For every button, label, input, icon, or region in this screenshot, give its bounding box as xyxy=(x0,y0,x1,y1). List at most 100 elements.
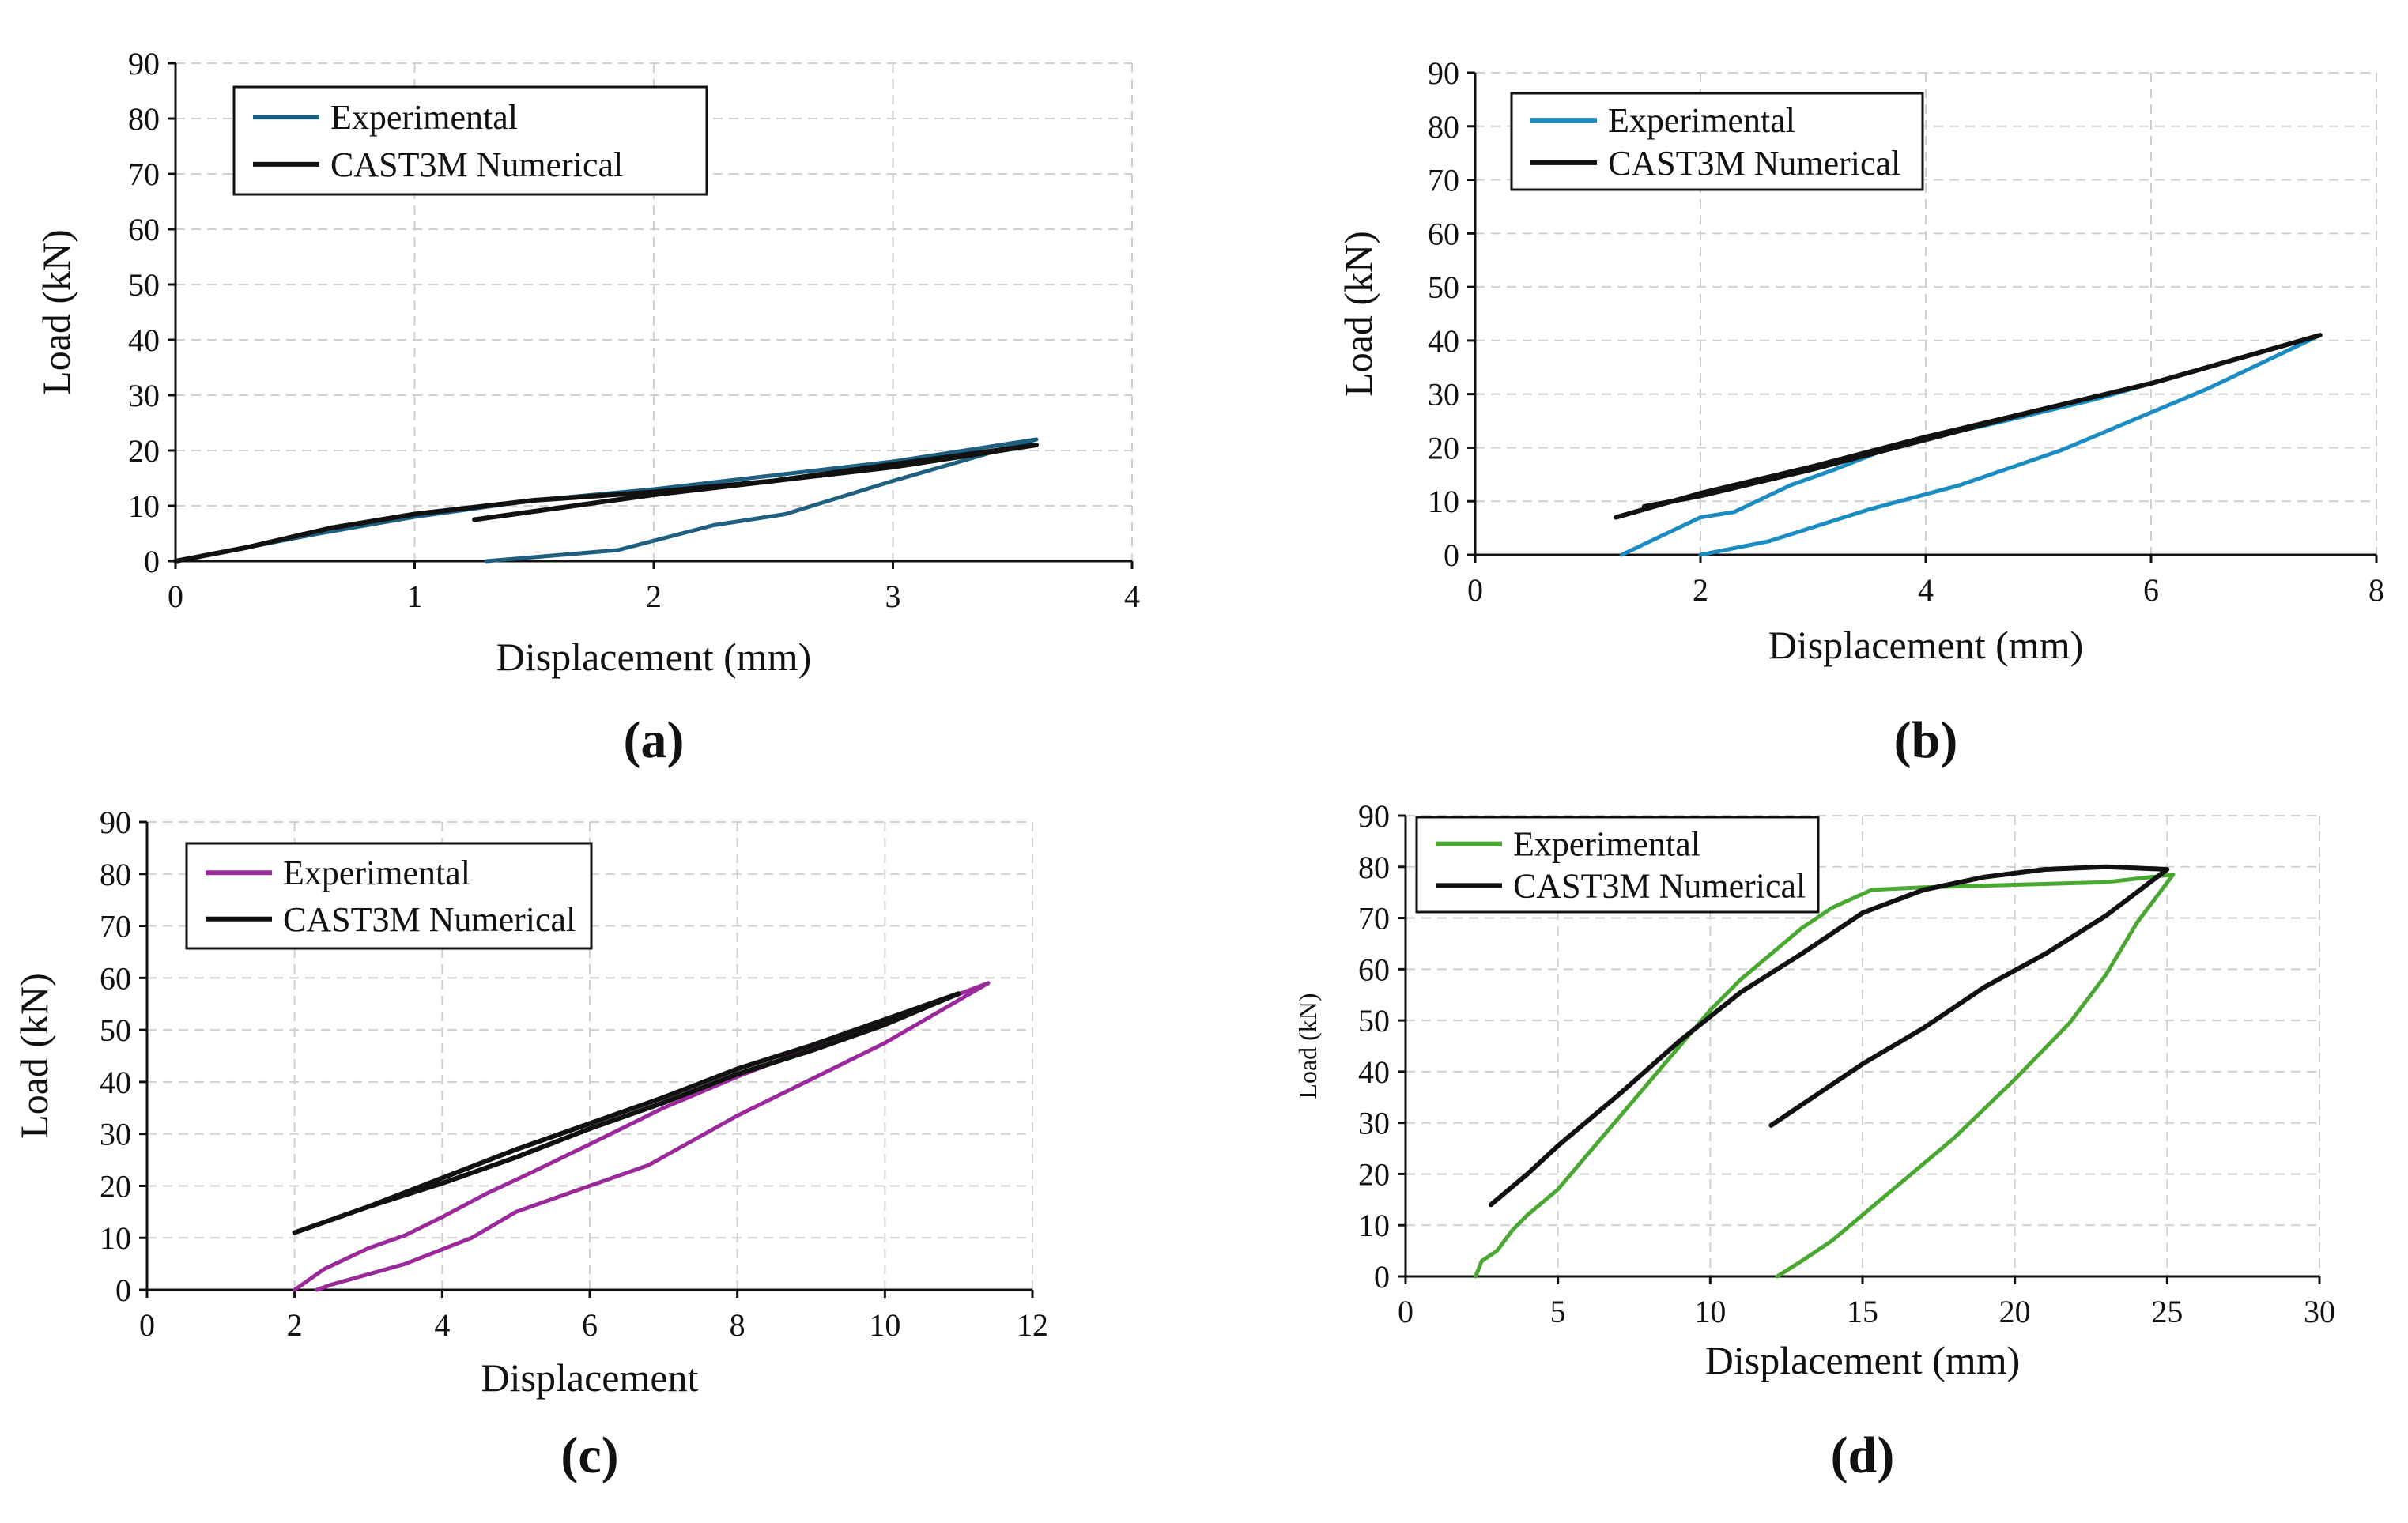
x-tick-label: 6 xyxy=(2143,572,2159,608)
series-line-numerical xyxy=(1488,864,2170,1208)
y-tick-label: 30 xyxy=(1428,377,1459,413)
y-tick-label: 20 xyxy=(128,433,160,469)
y-tick-label: 40 xyxy=(1428,323,1459,359)
x-tick-label: 30 xyxy=(2304,1294,2335,1329)
y-tick-label: 70 xyxy=(1358,901,1390,937)
x-tick-label: 10 xyxy=(1694,1294,1726,1329)
series-line-numerical xyxy=(1614,333,2323,520)
y-axis-title: Load (kN) xyxy=(1336,231,1380,397)
x-tick-label: 0 xyxy=(139,1307,155,1343)
x-tick-label: 6 xyxy=(582,1307,598,1343)
y-tick-label: 30 xyxy=(1358,1106,1390,1141)
chart-panel-b: 0 10 20 30 40 50 60 70 80 90 0 2 4 6 8 Displacement (mm… xyxy=(1336,55,2384,769)
y-tick-label: 70 xyxy=(1428,163,1459,198)
x-tick-label: 4 xyxy=(434,1307,450,1343)
legend-box xyxy=(1510,92,1924,191)
y-tick-label: 60 xyxy=(100,960,131,996)
panel-label: (d) xyxy=(1831,1427,1895,1484)
legend-label: CAST3M Numerical xyxy=(1608,144,1900,183)
y-tick-label: 90 xyxy=(1358,798,1390,834)
legend-label: Experimental xyxy=(1608,101,1795,140)
y-tick-label: 10 xyxy=(128,488,160,524)
y-tick-label: 80 xyxy=(1428,109,1459,145)
legend: Experimental CAST3M Numerical xyxy=(232,85,708,196)
y-tick-label: 30 xyxy=(128,378,160,413)
y-tick-label: 0 xyxy=(1444,537,1459,573)
y-tick-label: 70 xyxy=(100,909,131,944)
legend-label: Experimental xyxy=(1513,825,1700,864)
series-line-numerical xyxy=(173,443,1039,564)
legend-box xyxy=(185,842,593,950)
series-line-numerical xyxy=(292,991,961,1235)
y-tick-label: 90 xyxy=(100,805,131,840)
x-tick-label: 3 xyxy=(885,579,901,614)
legend-label: CAST3M Numerical xyxy=(330,145,623,184)
series-line-experimental xyxy=(173,437,1039,564)
x-axis-title: Displacement (mm) xyxy=(1768,623,2084,667)
x-tick-label: 5 xyxy=(1550,1294,1566,1329)
x-tick-label: 8 xyxy=(2368,572,2384,608)
panel-label: (c) xyxy=(560,1427,618,1484)
x-axis-title: Displacement (mm) xyxy=(496,635,812,679)
legend-box xyxy=(232,85,708,196)
x-tick-label: 2 xyxy=(1693,572,1708,608)
series-line-experimental xyxy=(1474,873,2176,1279)
y-tick-label: 20 xyxy=(1428,430,1459,466)
legend-label: Experimental xyxy=(283,854,470,892)
x-axis-title: Displacement (mm) xyxy=(1705,1338,2021,1382)
chart-panel-a: 0 10 20 30 40 50 60 70 80 90 0 1 2 3 4 Displacement (mm… xyxy=(34,46,1140,769)
x-tick-label: 2 xyxy=(646,579,662,614)
y-tick-label: 10 xyxy=(1358,1208,1390,1243)
y-tick-label: 20 xyxy=(1358,1156,1390,1192)
y-tick-label: 90 xyxy=(1428,55,1459,91)
x-tick-label: 1 xyxy=(407,579,423,614)
y-tick-label: 50 xyxy=(128,267,160,303)
y-tick-label: 40 xyxy=(1358,1054,1390,1090)
legend-label: CAST3M Numerical xyxy=(1513,866,1806,905)
panel-label: (b) xyxy=(1894,711,1958,769)
y-tick-label: 0 xyxy=(1374,1259,1390,1295)
y-tick-label: 80 xyxy=(100,857,131,892)
y-tick-label: 60 xyxy=(1428,216,1459,251)
y-tick-label: 30 xyxy=(100,1117,131,1152)
x-tick-label: 4 xyxy=(1124,579,1140,614)
chart-panel-c: 0 10 20 30 40 50 60 70 80 90 0 2 4 6 8 10 12 Displacement… xyxy=(12,805,1048,1484)
x-tick-label: 15 xyxy=(1847,1294,1878,1329)
y-tick-label: 40 xyxy=(128,322,160,358)
legend-box xyxy=(1415,816,1820,914)
y-tick-label: 10 xyxy=(100,1220,131,1256)
x-tick-label: 8 xyxy=(730,1307,745,1343)
legend: Experimental CAST3M Numerical xyxy=(185,842,593,950)
chart-panel-d: 0 10 20 30 40 50 60 70 80 90 0 5 10 15 20 25 30 Displacem… xyxy=(1293,798,2335,1484)
x-tick-label: 12 xyxy=(1017,1307,1048,1343)
x-tick-label: 0 xyxy=(1467,572,1483,608)
y-tick-label: 40 xyxy=(100,1065,131,1100)
series-line-experimental xyxy=(1619,333,2323,557)
x-tick-label: 4 xyxy=(1918,572,1934,608)
series-line-experimental xyxy=(293,981,991,1292)
y-tick-label: 70 xyxy=(128,156,160,192)
y-tick-label: 10 xyxy=(1428,484,1459,519)
y-tick-label: 50 xyxy=(1428,270,1459,305)
x-tick-label: 0 xyxy=(1398,1294,1413,1329)
y-tick-label: 60 xyxy=(128,212,160,247)
x-tick-label: 20 xyxy=(1999,1294,2031,1329)
x-tick-label: 10 xyxy=(869,1307,900,1343)
y-axis-title: Load (kN) xyxy=(12,973,56,1139)
y-tick-label: 80 xyxy=(128,101,160,137)
y-tick-label: 80 xyxy=(1358,850,1390,885)
legend: Experimental CAST3M Numerical xyxy=(1510,92,1924,191)
y-tick-label: 90 xyxy=(128,46,160,81)
x-tick-label: 0 xyxy=(168,579,183,614)
panel-label: (a) xyxy=(624,711,685,769)
y-axis-title: Load (kN) xyxy=(1293,993,1322,1099)
x-tick-label: 25 xyxy=(2151,1294,2183,1329)
y-tick-label: 50 xyxy=(1358,1003,1390,1039)
y-tick-label: 0 xyxy=(144,544,160,579)
legend-label: Experimental xyxy=(330,98,518,137)
y-axis-title: Load (kN) xyxy=(34,229,78,395)
legend-label: CAST3M Numerical xyxy=(283,900,576,939)
y-tick-label: 20 xyxy=(100,1168,131,1204)
